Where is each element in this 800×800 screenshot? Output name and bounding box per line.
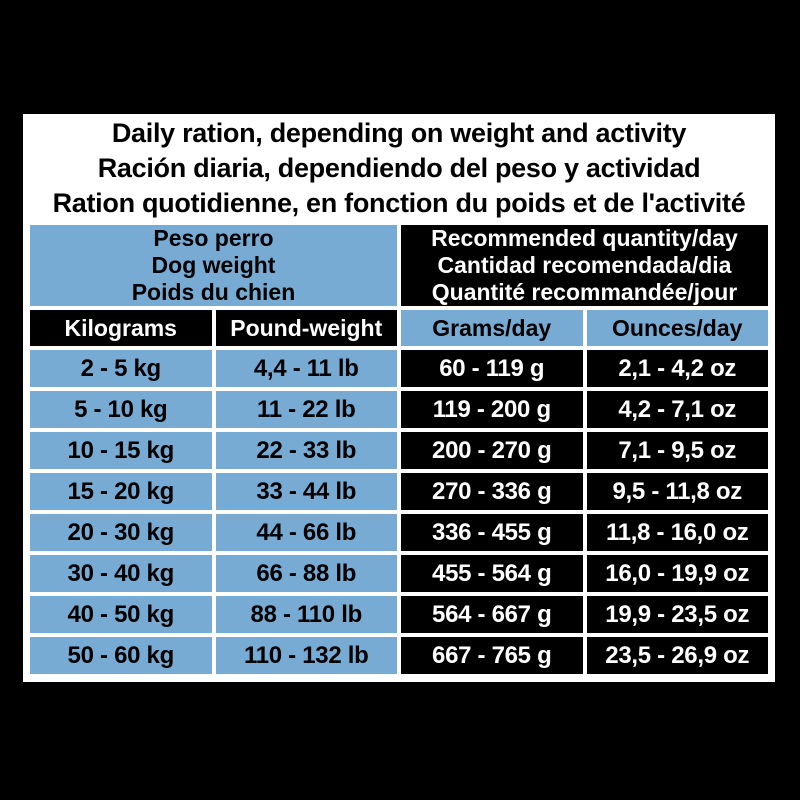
- kg-range-cell: 30 - 40 kg: [30, 555, 212, 592]
- grams-range-cell: 455 - 564 g: [401, 555, 583, 592]
- ounces-range-cell: 16,0 - 19,9 oz: [586, 555, 768, 592]
- quantity-group-header: Recommended quantity/day Cantidad recome…: [401, 225, 768, 306]
- ounces-range-cell: 7,1 - 9,5 oz: [586, 432, 768, 469]
- dog-weight-label-en: Dog weight: [151, 252, 276, 278]
- lb-range-cell: 11 - 22 lb: [215, 391, 397, 428]
- grams-range-cell: 336 - 455 g: [401, 514, 583, 551]
- ounces-range-cell: 19,9 - 23,5 oz: [586, 596, 768, 633]
- table-row: 15 - 20 kg 33 - 44 lb 270 - 336 g 9,5 - …: [30, 473, 768, 510]
- quantity-label-en: Recommended quantity/day: [431, 225, 738, 251]
- grams-range-cell: 200 - 270 g: [401, 432, 583, 469]
- feeding-guide-panel: Daily ration, depending on weight and ac…: [23, 114, 775, 682]
- kg-range-cell: 5 - 10 kg: [30, 391, 212, 428]
- kg-range-cell: 20 - 30 kg: [30, 514, 212, 551]
- grams-range-cell: 564 - 667 g: [401, 596, 583, 633]
- table-row: 10 - 15 kg 22 - 33 lb 200 - 270 g 7,1 - …: [30, 432, 768, 469]
- lb-range-cell: 22 - 33 lb: [215, 432, 397, 469]
- table-title: Daily ration, depending on weight and ac…: [26, 116, 772, 221]
- ounces-range-cell: 11,8 - 16,0 oz: [586, 514, 768, 551]
- ounces-range-cell: 23,5 - 26,9 oz: [586, 637, 768, 674]
- kg-range-cell: 15 - 20 kg: [30, 473, 212, 510]
- table-row: 50 - 60 kg 110 - 132 lb 667 - 765 g 23,5…: [30, 637, 768, 674]
- lb-range-cell: 88 - 110 lb: [215, 596, 397, 633]
- kg-range-cell: 2 - 5 kg: [30, 350, 212, 387]
- table-row: 5 - 10 kg 11 - 22 lb 119 - 200 g 4,2 - 7…: [30, 391, 768, 428]
- kg-range-cell: 10 - 15 kg: [30, 432, 212, 469]
- dog-weight-group-header: Peso perro Dog weight Poids du chien: [30, 225, 397, 306]
- title-line-french: Ration quotidienne, en fonction du poids…: [52, 188, 746, 218]
- lb-range-cell: 4,4 - 11 lb: [215, 350, 397, 387]
- table-row: 20 - 30 kg 44 - 66 lb 336 - 455 g 11,8 -…: [30, 514, 768, 551]
- ounces-range-cell: 4,2 - 7,1 oz: [586, 391, 768, 428]
- table-row: 2 - 5 kg 4,4 - 11 lb 60 - 119 g 2,1 - 4,…: [30, 350, 768, 387]
- dog-weight-label-fr: Poids du chien: [131, 279, 296, 305]
- kg-range-cell: 40 - 50 kg: [30, 596, 212, 633]
- title-line-english: Daily ration, depending on weight and ac…: [111, 118, 687, 148]
- lb-range-cell: 33 - 44 lb: [215, 473, 397, 510]
- grams-range-cell: 667 - 765 g: [401, 637, 583, 674]
- ounces-range-cell: 2,1 - 4,2 oz: [586, 350, 768, 387]
- column-header-grams-day: Grams/day: [401, 310, 583, 346]
- column-header-kilograms: Kilograms: [30, 310, 212, 346]
- title-line-spanish: Ración diaria, dependiendo del peso y ac…: [97, 153, 701, 183]
- feeding-guide-table: Peso perro Dog weight Poids du chien Rec…: [26, 221, 772, 678]
- grams-range-cell: 119 - 200 g: [401, 391, 583, 428]
- dog-weight-label-es: Peso perro: [153, 225, 274, 251]
- lb-range-cell: 44 - 66 lb: [215, 514, 397, 551]
- lb-range-cell: 66 - 88 lb: [215, 555, 397, 592]
- column-header-ounces-day: Ounces/day: [586, 310, 768, 346]
- grams-range-cell: 60 - 119 g: [401, 350, 583, 387]
- group-header-row: Peso perro Dog weight Poids du chien Rec…: [30, 225, 768, 306]
- table-row: 30 - 40 kg 66 - 88 lb 455 - 564 g 16,0 -…: [30, 555, 768, 592]
- quantity-label-fr: Quantité recommandée/jour: [431, 279, 738, 305]
- column-header-pound-weight: Pound-weight: [215, 310, 397, 346]
- table-row: 40 - 50 kg 88 - 110 lb 564 - 667 g 19,9 …: [30, 596, 768, 633]
- ounces-range-cell: 9,5 - 11,8 oz: [586, 473, 768, 510]
- quantity-label-es: Cantidad recomendada/dia: [437, 252, 732, 278]
- column-header-row: Kilograms Pound-weight Grams/day Ounces/…: [30, 310, 768, 346]
- kg-range-cell: 50 - 60 kg: [30, 637, 212, 674]
- lb-range-cell: 110 - 132 lb: [215, 637, 397, 674]
- grams-range-cell: 270 - 336 g: [401, 473, 583, 510]
